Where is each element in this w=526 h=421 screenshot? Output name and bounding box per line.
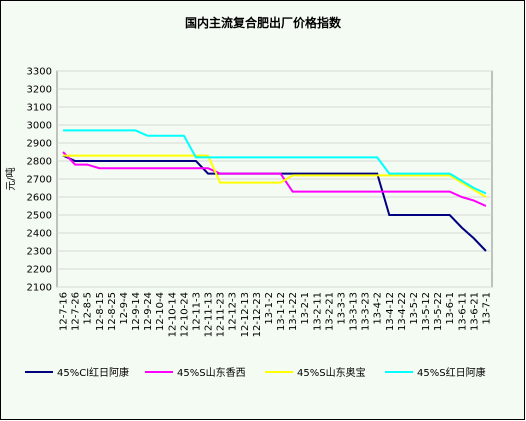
legend-label: 45%S山东奥宝 — [297, 366, 366, 379]
y-tick-label: 2100 — [27, 283, 52, 294]
legend-label: 45%S红日阿康 — [417, 366, 486, 379]
x-tick-label: 13-5-22 — [433, 292, 444, 331]
y-tick-label: 3000 — [27, 121, 52, 132]
x-tick-label: 12-10-24 — [179, 292, 190, 337]
y-axis-label: 元/吨 — [4, 167, 17, 190]
y-tick-label: 3200 — [27, 85, 52, 96]
x-tick-label: 13-4-22 — [397, 292, 408, 331]
y-tick-label: 2400 — [27, 229, 52, 240]
x-tick-label: 13-2-11 — [312, 292, 323, 331]
x-tick-label: 12-7-16 — [59, 292, 70, 331]
x-tick-label: 13-1-12 — [276, 292, 287, 331]
x-tick-label: 13-3-13 — [349, 292, 360, 331]
y-tick-label: 2700 — [27, 175, 52, 186]
series-line — [63, 129, 487, 195]
x-tick-label: 13-5-12 — [421, 292, 432, 331]
x-tick-label: 12-7-26 — [71, 292, 82, 331]
x-tick-label: 13-3-3 — [336, 292, 347, 325]
x-tick-label: 13-5-2 — [409, 292, 420, 325]
x-tick-label: 13-4-12 — [385, 292, 396, 331]
legend-label: 45%S山东香西 — [177, 366, 246, 379]
x-tick-label: 13-1-2 — [264, 292, 275, 325]
x-tick-label: 13-6-11 — [457, 292, 468, 331]
x-tick-label: 13-7-1 — [481, 292, 492, 325]
x-tick-label: 13-3-23 — [361, 292, 372, 331]
y-tick-label: 2900 — [27, 139, 52, 150]
chart-title: 国内主流复合肥出厂价格指数 — [185, 15, 342, 30]
y-tick-label: 3100 — [27, 103, 52, 114]
x-tick-label: 13-6-1 — [445, 292, 456, 325]
y-tick-label: 3300 — [27, 67, 52, 78]
x-tick-label: 12-10-14 — [167, 292, 178, 337]
x-tick-label: 12-11-3 — [191, 292, 202, 331]
x-tick-label: 12-12-13 — [240, 292, 251, 337]
x-tick-label: 12-11-13 — [204, 292, 215, 337]
x-tick-label: 12-11-23 — [216, 292, 227, 337]
x-tick-label: 12-9-14 — [131, 292, 142, 331]
x-tick-label: 12-10-4 — [155, 292, 166, 331]
y-tick-label: 2600 — [27, 193, 52, 204]
series-line — [62, 151, 487, 207]
x-tick-label: 13-6-21 — [469, 292, 480, 331]
y-tick-label: 2200 — [27, 265, 52, 276]
x-tick-label: 12-9-4 — [119, 292, 130, 325]
series-line — [63, 154, 487, 198]
y-tick-label: 2500 — [27, 211, 52, 222]
y-tick-label: 2300 — [27, 247, 52, 258]
x-tick-label: 13-2-21 — [324, 292, 335, 331]
x-tick-label: 12-12-23 — [252, 292, 263, 337]
x-tick-label: 13-4-2 — [373, 292, 384, 325]
x-tick-label: 12-8-25 — [107, 292, 118, 331]
y-tick-label: 2800 — [27, 157, 52, 168]
x-tick-label: 13-2-1 — [300, 292, 311, 325]
x-tick-label: 12-9-24 — [143, 292, 154, 331]
x-tick-label: 12-8-5 — [83, 292, 94, 325]
x-tick-label: 13-1-22 — [288, 292, 299, 331]
legend-label: 45%Cl红日阿康 — [57, 366, 129, 379]
x-tick-label: 12-8-15 — [95, 292, 106, 331]
x-tick-label: 12-12-3 — [228, 292, 239, 331]
